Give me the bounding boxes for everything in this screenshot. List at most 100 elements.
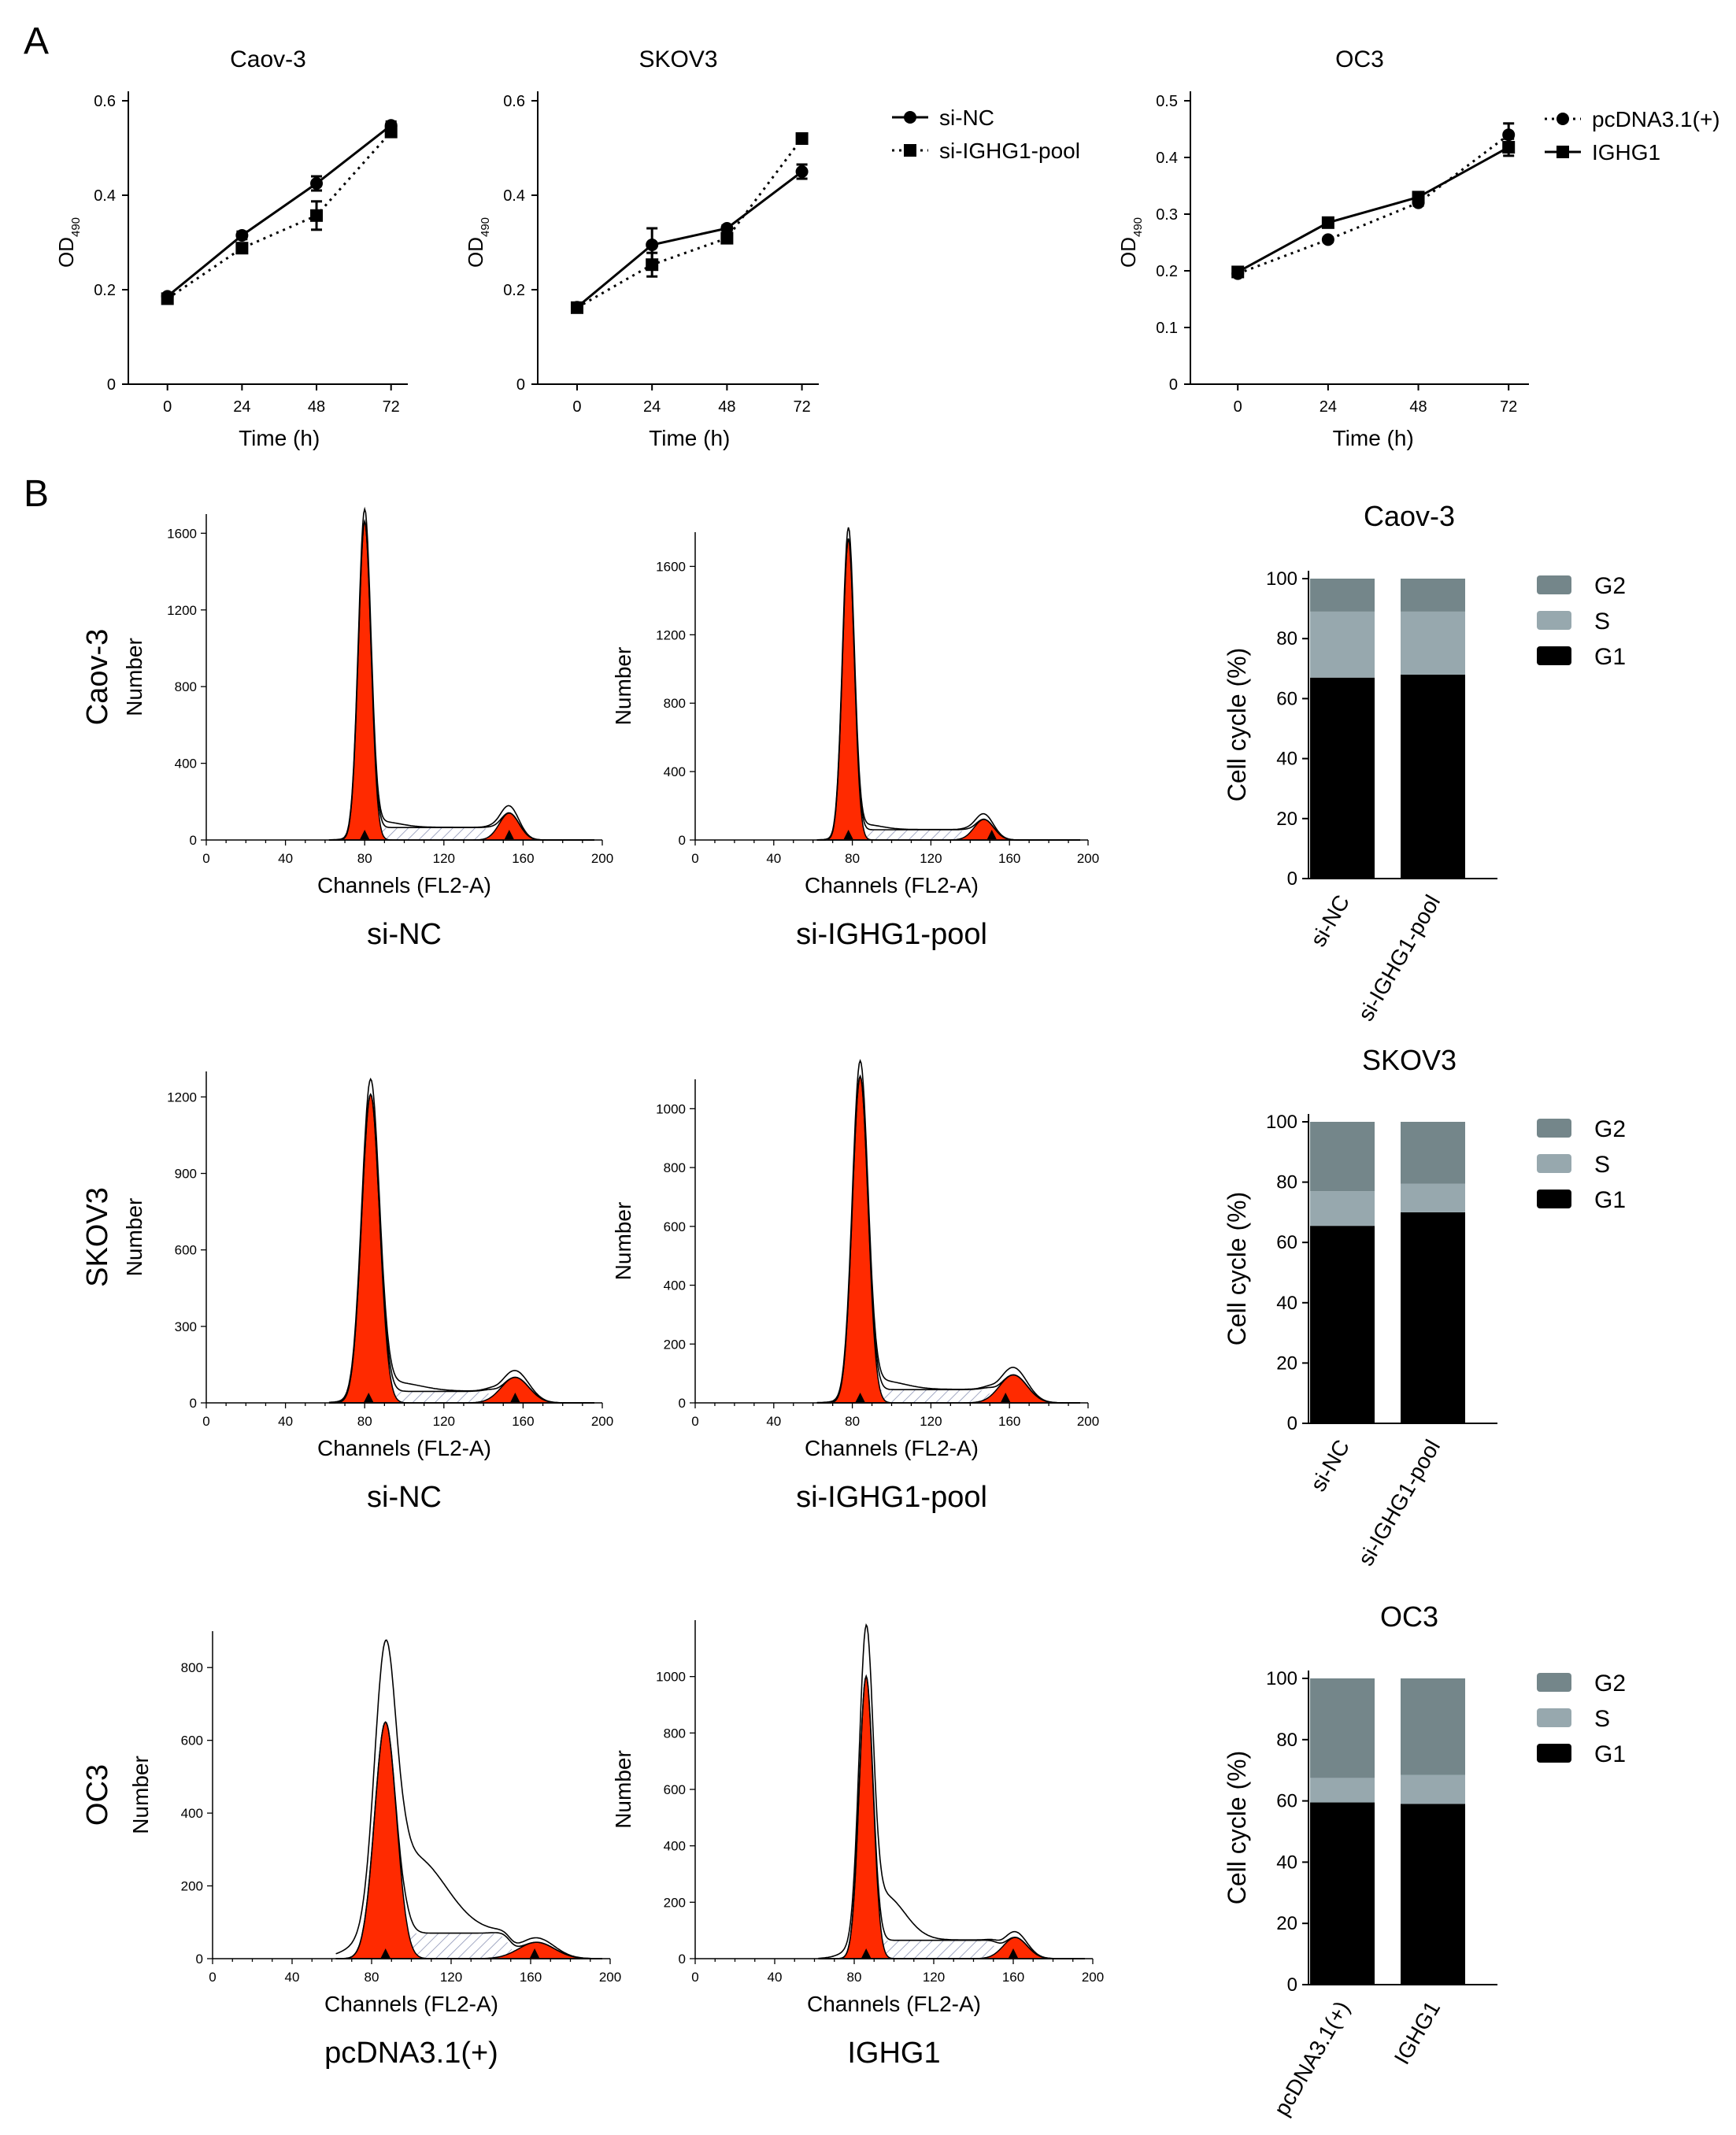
x-tick-label: 72 <box>383 398 400 416</box>
y-tick-label: 20 <box>1276 1352 1297 1374</box>
category-label: pcDNA3.1(+) <box>1269 1997 1354 2120</box>
y-tick-label: 900 <box>175 1167 197 1182</box>
series-line <box>166 124 392 298</box>
peak-marker <box>380 1948 391 1958</box>
legend-label: G1 <box>1594 1187 1626 1213</box>
x-tick-label: 80 <box>357 851 372 866</box>
category-label: IGHG1 <box>1390 1997 1445 2069</box>
y-tick-label: 0 <box>679 1952 686 1967</box>
peak-marker <box>1001 1393 1011 1402</box>
bar-segment-g1 <box>1310 1802 1375 1985</box>
bar-segment-g1 <box>1401 1212 1465 1423</box>
g1-peak <box>816 1075 1080 1404</box>
x-tick-label: 0 <box>691 851 698 866</box>
peak-marker <box>510 1393 520 1402</box>
legend-swatch-g2 <box>1537 575 1571 594</box>
y-tick-label: 200 <box>664 1337 686 1352</box>
y-tick-label: 800 <box>664 1726 686 1741</box>
category-label: si-NC <box>1305 891 1354 951</box>
y-tick-label: 0.2 <box>503 282 525 299</box>
x-axis-label: Channels (FL2-A) <box>324 1992 498 2016</box>
legend-label: G2 <box>1594 1671 1626 1697</box>
bar-segment-g1 <box>1401 1804 1465 1985</box>
x-tick-label: 48 <box>718 398 735 416</box>
x-tick-label: 72 <box>1500 398 1517 416</box>
y-tick-label: 40 <box>1276 1852 1297 1873</box>
g1-peak <box>328 1093 594 1404</box>
raw-histogram-outline <box>335 1639 602 1959</box>
y-tick-label: 600 <box>175 1243 197 1258</box>
x-tick-label: 0 <box>572 398 581 416</box>
legend-label: IGHG1 <box>1592 140 1660 165</box>
legend-label: G2 <box>1594 1116 1626 1142</box>
x-tick-label: 200 <box>1077 1414 1099 1429</box>
x-tick-label: 120 <box>440 1970 462 1985</box>
data-point <box>1321 233 1334 246</box>
y-axis-label-subscript: 490 <box>479 217 492 237</box>
y-axis-label-subscript: 490 <box>69 217 83 237</box>
flow-histogram-skov3-1: 0 40 80 120 160 200 0 300 600 900 1200 Channels (FL… <box>122 1071 613 1514</box>
y-axis-label: OD490 <box>54 217 83 268</box>
y-tick-label: 60 <box>1276 1791 1297 1812</box>
y-tick-label: 0 <box>516 376 525 394</box>
x-tick-label: 80 <box>845 1414 860 1429</box>
x-tick-label: 120 <box>923 1970 945 1985</box>
legend-swatch-g2 <box>1537 1673 1571 1692</box>
bar-segment-g2 <box>1401 1122 1465 1184</box>
x-tick-label: 200 <box>1082 1970 1104 1985</box>
chart-title: SKOV3 <box>639 46 717 72</box>
y-tick-label: 0 <box>1169 376 1178 394</box>
y-tick-label: 400 <box>664 764 686 779</box>
y-tick-label: 0 <box>679 1396 686 1411</box>
s-phase-area <box>328 827 594 840</box>
x-tick-label: 80 <box>845 851 860 866</box>
category-label: si-NC <box>1305 1436 1354 1496</box>
legend-marker <box>1556 113 1569 125</box>
y-tick-label: 200 <box>664 1895 686 1910</box>
y-axis-label: Number <box>611 647 635 726</box>
data-point <box>1321 216 1334 229</box>
g1-peak <box>335 1721 602 1959</box>
bar-segment-s <box>1310 1778 1375 1803</box>
x-tick-label: 160 <box>1002 1970 1024 1985</box>
y-tick-label: 40 <box>1276 1293 1297 1314</box>
x-tick-label: 160 <box>512 851 534 866</box>
y-tick-label: 400 <box>664 1278 686 1293</box>
x-tick-label: 0 <box>691 1414 698 1429</box>
raw-histogram-outline <box>328 1077 594 1404</box>
x-tick-label: 0 <box>163 398 172 416</box>
x-tick-label: 80 <box>365 1970 379 1985</box>
x-tick-label: 0 <box>691 1970 698 1985</box>
y-tick-label: 0.1 <box>1156 320 1178 337</box>
y-tick-label: 1000 <box>656 1670 686 1685</box>
y-tick-label: 1200 <box>656 627 686 642</box>
y-tick-label: 0 <box>107 376 116 394</box>
chart-title: Caov-3 <box>230 46 306 72</box>
flow-histogram-caov-3-1: 0 40 80 120 160 200 0 400 800 1200 1600 Channels (F… <box>122 506 613 951</box>
y-tick-label: 600 <box>664 1219 686 1234</box>
peak-marker <box>504 830 514 839</box>
series-line <box>576 170 803 309</box>
y-tick-label: 80 <box>1276 1730 1297 1751</box>
x-tick-label: 0 <box>202 851 209 866</box>
y-tick-label: 800 <box>175 679 197 694</box>
x-tick-label: 120 <box>433 1414 455 1429</box>
legend-label: G1 <box>1594 1741 1626 1767</box>
legend-label: pcDNA3.1(+) <box>1592 107 1720 131</box>
peak-marker <box>530 1948 540 1958</box>
y-tick-label: 0 <box>1287 1974 1297 1996</box>
y-tick-label: 0.5 <box>1156 93 1178 110</box>
y-axis-label: Number <box>611 1202 635 1281</box>
legend-label: G1 <box>1594 644 1626 670</box>
peak-marker <box>364 1393 374 1402</box>
y-tick-label: 600 <box>664 1782 686 1797</box>
data-point <box>720 222 734 235</box>
raw-histogram-outline <box>816 1059 1080 1404</box>
data-point <box>235 242 249 255</box>
row-label: Caov-3 <box>81 629 114 726</box>
line-chart-oc3: OC3 0 0.1 0.2 0.3 0.4 0.5 0 24 48 72 Time (h) OD490 <box>1116 46 1529 450</box>
y-tick-label: 300 <box>175 1319 197 1334</box>
x-tick-label: 0 <box>202 1414 209 1429</box>
